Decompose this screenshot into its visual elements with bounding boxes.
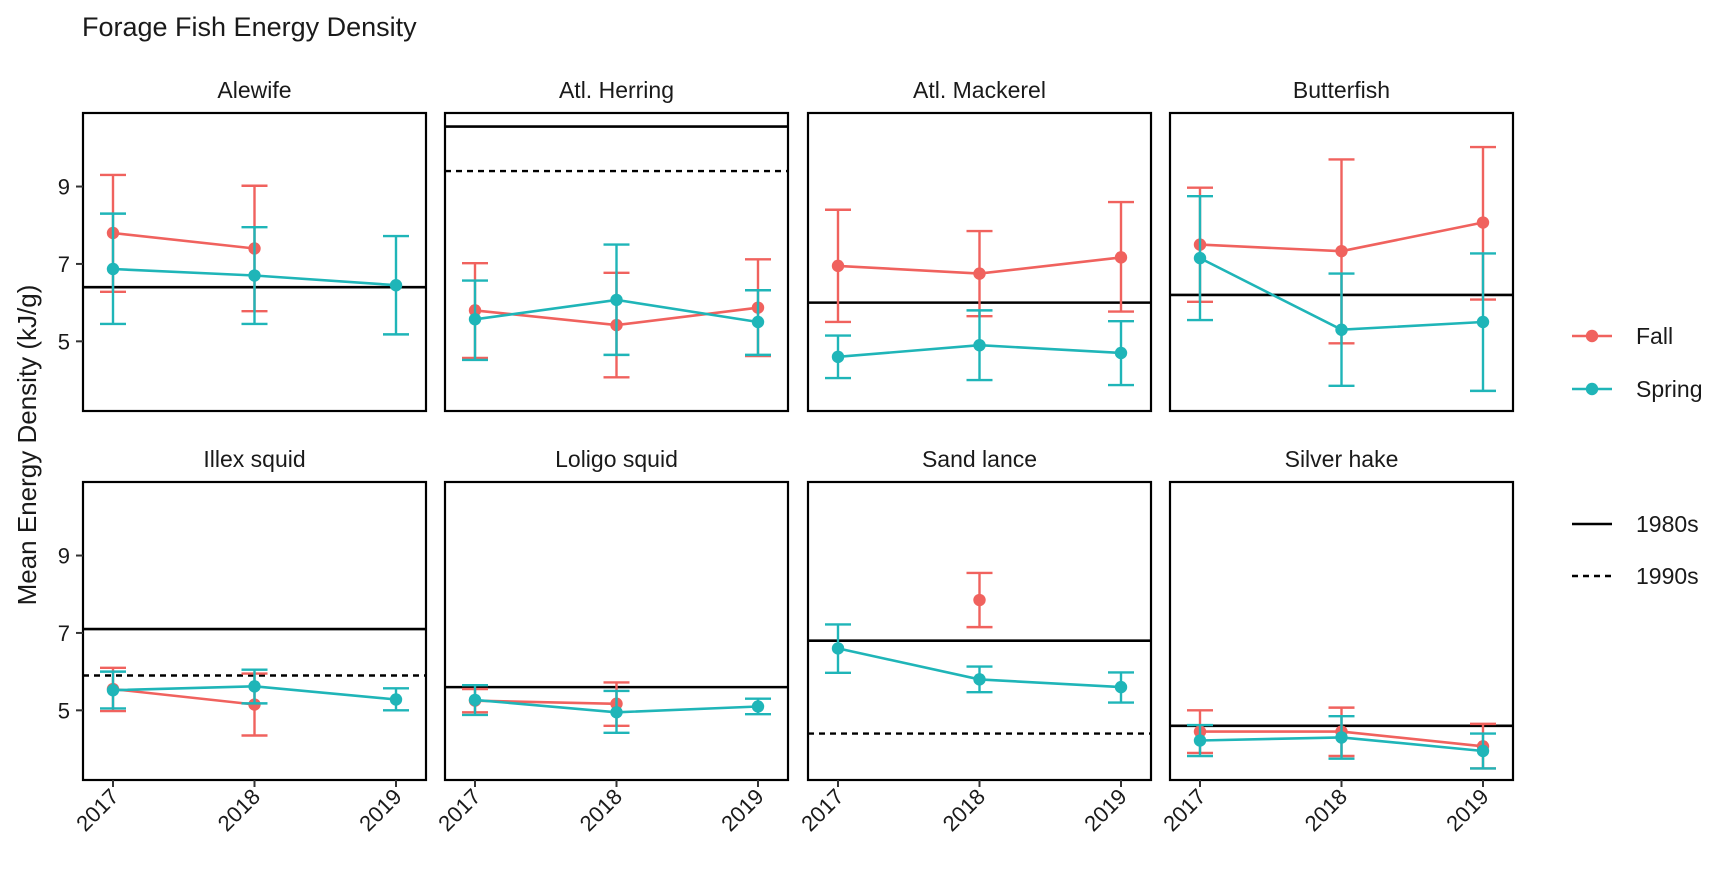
panel-illex-squid: Illex squid 5 7 9 2017 2018 2019 (58, 446, 428, 836)
y-tick-label: 9 (58, 175, 70, 200)
data-point-spring-loligo-squid-2017 (468, 693, 482, 707)
data-point-spring-silver-hake-2019 (1476, 744, 1490, 758)
data-point-spring-atl-mackerel-2017 (831, 350, 845, 364)
legend: Fall Spring 1980s 1990s (1572, 323, 1702, 589)
series-spring-loligo-squid (462, 683, 771, 734)
panel-title-atl-herring: Atl. Herring (559, 77, 674, 103)
series-spring-alewife (100, 212, 409, 336)
data-point-spring-alewife-2018 (248, 269, 261, 282)
panel-silver-hake: Silver hake 2017 2018 2019 (1158, 446, 1515, 836)
data-point-spring-loligo-squid-2018 (610, 706, 623, 719)
panels-layer: Alewife 5 7 9 Atl. Herring Atl. Mackerel Butte… (58, 77, 1515, 836)
data-point-spring-butterfish-2019 (1476, 315, 1490, 329)
panel-border-atl-herring (443, 111, 790, 413)
y-tick-label: 5 (58, 329, 70, 354)
x-tick-label: 2018 (575, 784, 627, 836)
panel-loligo-squid: Loligo squid 2017 2018 2019 (433, 446, 790, 836)
x-tick-label: 2017 (1158, 784, 1210, 836)
panel-border-alewife (81, 111, 428, 413)
panel-sand-lance: Sand lance 2017 2018 2019 (796, 446, 1153, 836)
data-point-fall-sand-lance-2018 (973, 593, 986, 607)
data-point-spring-atl-herring-2019 (751, 315, 765, 329)
legend-label-1990s: 1990s (1636, 563, 1699, 589)
panel-border-atl-mackerel (806, 111, 1153, 413)
series-spring-atl-mackerel (825, 309, 1134, 387)
panel-title-atl-mackerel: Atl. Mackerel (913, 77, 1046, 103)
data-point-spring-silver-hake-2018 (1335, 731, 1348, 744)
legend-item-spring: Spring (1572, 376, 1702, 402)
legend-item-fall: Fall (1572, 323, 1673, 349)
legend-item-1980s: 1980s (1572, 511, 1699, 537)
panel-title-illex-squid: Illex squid (203, 446, 305, 472)
series-fall-sand-lance (966, 571, 993, 629)
series-spring-atl-herring (462, 243, 771, 362)
series-fall-alewife (100, 173, 268, 313)
x-tick-label: 2019 (1079, 784, 1131, 836)
data-point-fall-butterfish-2018 (1335, 244, 1348, 258)
panel-title-silver-hake: Silver hake (1285, 446, 1399, 472)
y-tick-label: 7 (58, 252, 70, 277)
panel-title-alewife: Alewife (217, 77, 291, 103)
x-tick-label: 2017 (433, 784, 485, 836)
panel-atl-herring: Atl. Herring (443, 77, 790, 413)
data-point-spring-silver-hake-2017 (1193, 734, 1207, 747)
data-point-spring-butterfish-2017 (1193, 251, 1207, 265)
panel-butterfish: Butterfish (1168, 77, 1515, 413)
series-spring-sand-lance (825, 623, 1134, 704)
panel-title-loligo-squid: Loligo squid (555, 446, 678, 472)
series-line-fall-illex-squid (112, 687, 255, 706)
series-spring-butterfish (1187, 195, 1496, 393)
data-point-spring-illex-squid-2018 (248, 680, 261, 693)
data-point-spring-alewife-2017 (106, 262, 120, 276)
series-spring-silver-hake (1187, 714, 1496, 770)
data-point-fall-atl-mackerel-2018 (973, 267, 986, 280)
panel-border-butterfish (1168, 111, 1515, 413)
series-fall-illex-squid (100, 666, 268, 737)
data-point-fall-butterfish-2019 (1476, 216, 1490, 229)
y-tick-label: 9 (58, 544, 70, 569)
data-point-spring-loligo-squid-2019 (751, 700, 765, 713)
x-tick-label: 2017 (796, 784, 848, 836)
data-point-spring-atl-mackerel-2018 (973, 339, 986, 352)
y-tick-label: 5 (58, 698, 70, 723)
x-tick-label: 2018 (938, 784, 990, 836)
panel-alewife: Alewife 5 7 9 (58, 77, 428, 413)
data-point-spring-atl-mackerel-2019 (1114, 346, 1128, 360)
panel-atl-mackerel: Atl. Mackerel (806, 77, 1153, 413)
data-point-spring-illex-squid-2019 (389, 693, 403, 706)
panel-title-sand-lance: Sand lance (922, 446, 1037, 472)
legend-label-spring: Spring (1636, 376, 1702, 402)
legend-label-fall: Fall (1636, 323, 1673, 349)
x-tick-label: 2019 (354, 784, 406, 836)
data-point-fall-atl-mackerel-2019 (1114, 251, 1128, 264)
data-point-spring-sand-lance-2019 (1114, 680, 1128, 694)
panel-border-loligo-squid (443, 480, 790, 782)
x-tick-label: 2019 (716, 784, 768, 836)
legend-label-1980s: 1980s (1636, 511, 1699, 537)
series-fall-atl-mackerel (825, 200, 1134, 324)
x-tick-label: 2018 (1300, 784, 1352, 836)
panel-border-sand-lance (806, 480, 1153, 782)
chart-title: Forage Fish Energy Density (82, 12, 417, 42)
legend-item-1990s: 1990s (1572, 563, 1699, 589)
series-line-fall-alewife (112, 231, 255, 250)
data-point-spring-atl-herring-2018 (610, 293, 623, 307)
data-point-spring-butterfish-2018 (1335, 323, 1348, 336)
panel-title-butterfish: Butterfish (1293, 77, 1390, 103)
x-tick-label: 2018 (213, 784, 265, 836)
data-point-fall-atl-mackerel-2017 (831, 259, 845, 273)
y-tick-label: 7 (58, 621, 70, 646)
data-point-spring-illex-squid-2017 (106, 684, 120, 697)
data-point-spring-sand-lance-2017 (831, 642, 845, 655)
data-point-spring-atl-herring-2017 (468, 313, 482, 326)
series-spring-illex-squid (100, 668, 409, 712)
y-axis-label: Mean Energy Density (kJ/g) (12, 285, 42, 606)
series-fall-loligo-squid (462, 681, 630, 728)
data-point-spring-sand-lance-2018 (973, 673, 986, 686)
x-tick-label: 2017 (71, 784, 123, 836)
data-point-spring-alewife-2019 (389, 279, 403, 292)
x-tick-label: 2019 (1441, 784, 1493, 836)
